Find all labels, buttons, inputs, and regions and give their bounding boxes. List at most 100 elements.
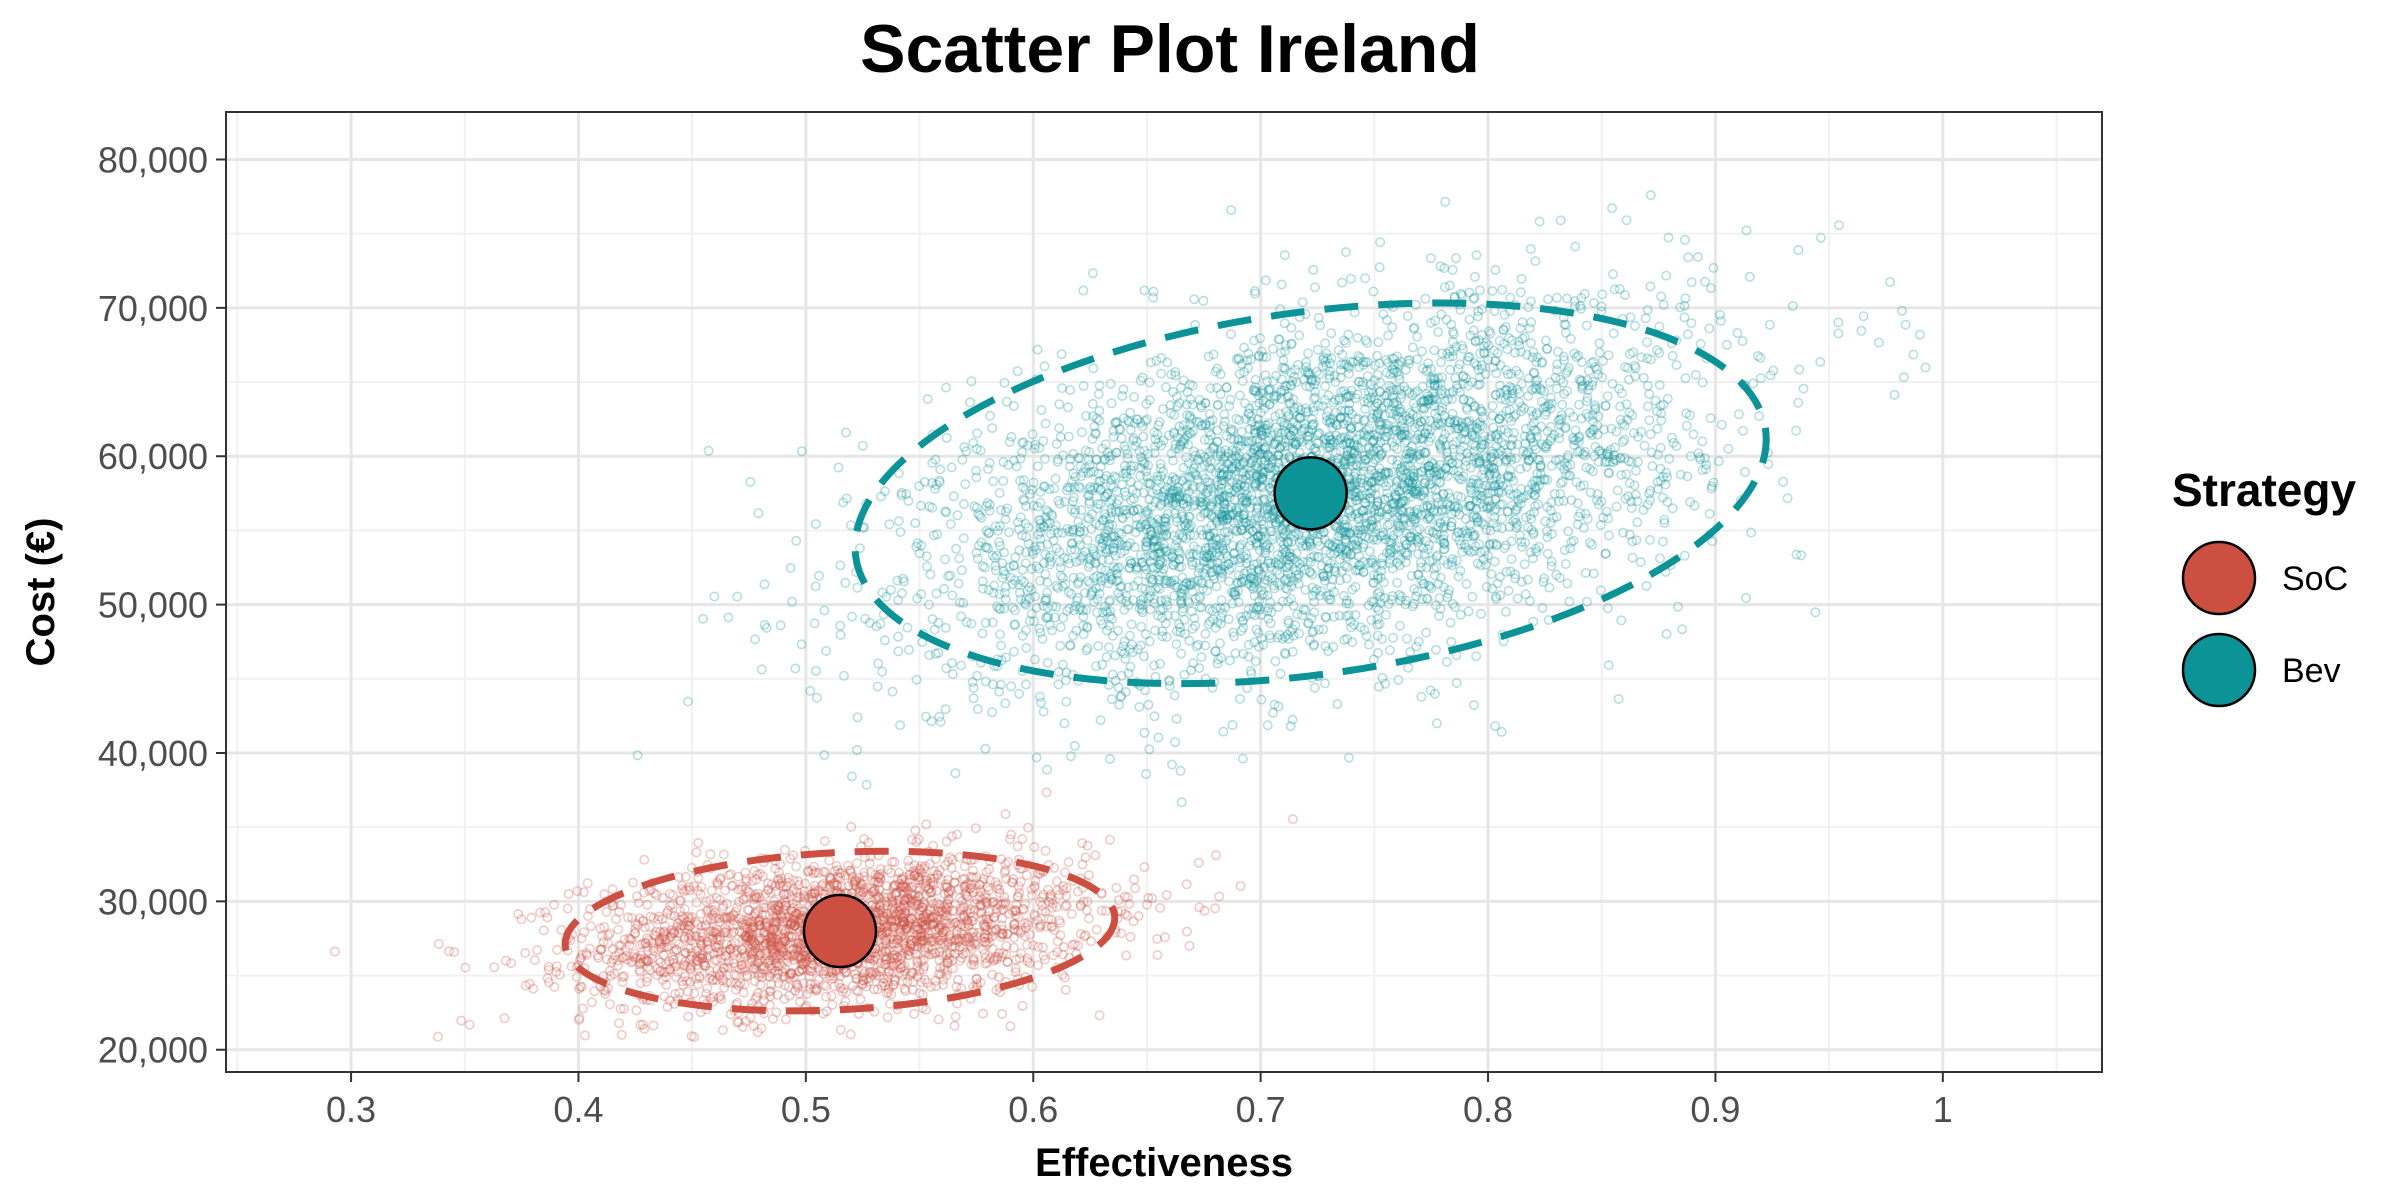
scatter-point xyxy=(899,932,910,943)
scatter-point xyxy=(858,975,869,986)
scatter-point xyxy=(959,911,970,922)
scatter-point xyxy=(768,910,779,921)
scatter-point xyxy=(940,882,951,893)
scatter-point xyxy=(780,897,791,908)
scatter-point xyxy=(764,940,775,951)
scatter-point xyxy=(903,886,914,897)
scatter-point xyxy=(1046,914,1057,925)
scatter-point xyxy=(779,904,790,915)
scatter-point xyxy=(740,883,751,894)
scatter-point xyxy=(697,952,708,963)
scatter-point xyxy=(601,906,612,917)
scatter-point xyxy=(762,965,773,976)
scatter-point xyxy=(904,870,915,881)
scatter-point xyxy=(978,920,989,931)
scatter-point xyxy=(869,884,880,895)
scatter-point xyxy=(618,971,629,982)
scatter-point xyxy=(791,978,802,989)
scatter-point xyxy=(691,897,702,908)
scatter-point xyxy=(1069,939,1080,950)
scatter-point xyxy=(1061,883,1072,894)
scatter-point xyxy=(717,975,728,986)
scatter-point xyxy=(692,960,703,971)
scatter-point xyxy=(721,912,732,923)
scatter-point xyxy=(876,929,887,940)
scatter-point xyxy=(876,924,887,935)
scatter-point xyxy=(969,898,980,909)
scatter-point xyxy=(749,953,760,964)
scatter-point xyxy=(1052,876,1063,887)
scatter-point xyxy=(697,928,708,939)
scatter-point xyxy=(987,944,998,955)
scatter-point xyxy=(663,941,674,952)
scatter-point xyxy=(1080,930,1091,941)
scatter-point xyxy=(795,952,806,963)
scatter-point xyxy=(749,976,760,987)
scatter-point xyxy=(661,959,672,970)
scatter-point xyxy=(944,894,955,905)
scatter-point xyxy=(784,912,795,923)
scatter-point xyxy=(865,953,876,964)
scatter-point xyxy=(996,905,1007,916)
scatter-point xyxy=(793,915,804,926)
scatter-point xyxy=(808,895,819,906)
scatter-point xyxy=(872,906,883,917)
scatter-point xyxy=(915,924,926,935)
scatter-point xyxy=(969,953,980,964)
scatter-point xyxy=(909,890,920,901)
scatter-point xyxy=(1090,850,1101,861)
scatter-point xyxy=(1075,901,1086,912)
scatter-point xyxy=(667,890,678,901)
scatter-point xyxy=(769,948,780,959)
scatter-point xyxy=(825,875,836,886)
scatter-point xyxy=(691,973,702,984)
scatter-point xyxy=(770,903,781,914)
scatter-point xyxy=(893,934,904,945)
scatter-point xyxy=(667,899,678,910)
scatter-point xyxy=(819,836,830,847)
scatter-point xyxy=(921,922,932,933)
scatter-point xyxy=(872,943,883,954)
scatter-point xyxy=(683,933,694,944)
scatter-point xyxy=(1010,963,1021,974)
scatter-point xyxy=(1211,850,1222,861)
scatter-point xyxy=(742,886,753,897)
scatter-point xyxy=(725,977,736,988)
scatter-point xyxy=(931,981,942,992)
scatter-point xyxy=(1006,829,1017,840)
scatter-point xyxy=(964,932,975,943)
scatter-point xyxy=(727,943,738,954)
scatter-point xyxy=(970,939,981,950)
scatter-point xyxy=(752,869,763,880)
scatter-point xyxy=(780,964,791,975)
scatter-point xyxy=(673,939,684,950)
scatter-point xyxy=(769,917,780,928)
scatter-point xyxy=(648,943,659,954)
scatter-point xyxy=(861,981,872,992)
scatter-point xyxy=(642,941,653,952)
scatter-point xyxy=(581,947,592,958)
scatter-point xyxy=(878,973,889,984)
scatter-point xyxy=(770,916,781,927)
scatter-point xyxy=(981,892,992,903)
scatter-point xyxy=(944,930,955,941)
scatter-point xyxy=(990,877,1001,888)
scatter-point xyxy=(1052,885,1063,896)
scatter-point xyxy=(891,887,902,898)
scatter-point xyxy=(867,969,878,980)
scatter-point xyxy=(940,907,951,918)
scatter-point xyxy=(870,888,881,899)
scatter-point xyxy=(664,964,675,975)
scatter-point xyxy=(974,880,985,891)
scatter-point xyxy=(987,969,998,980)
scatter-point xyxy=(1003,856,1014,867)
scatter-point xyxy=(868,954,879,965)
scatter-point xyxy=(901,923,912,934)
scatter-point xyxy=(1008,923,1019,934)
scatter-point xyxy=(783,877,794,888)
scatter-point xyxy=(745,934,756,945)
scatter-point xyxy=(839,967,850,978)
scatter-point xyxy=(606,957,617,968)
scatter-point xyxy=(878,907,889,918)
scatter-point xyxy=(986,925,997,936)
